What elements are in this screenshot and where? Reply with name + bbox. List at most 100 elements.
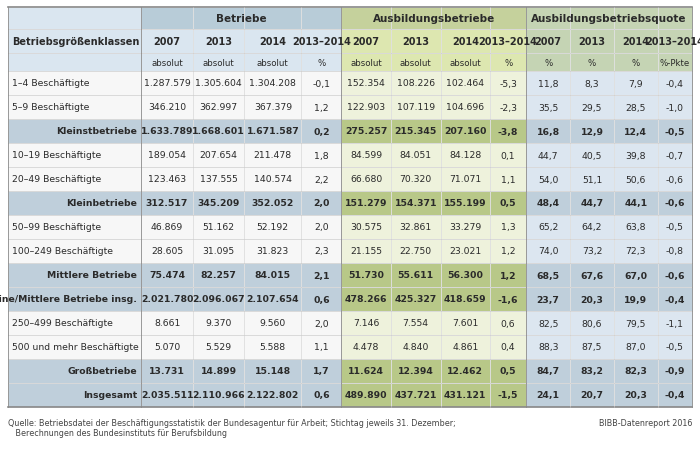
Text: 75.474: 75.474 <box>149 271 186 280</box>
Text: 1,3: 1,3 <box>500 223 515 232</box>
Bar <box>8 120 141 144</box>
Bar <box>440 383 490 407</box>
Text: 1,8: 1,8 <box>314 151 329 160</box>
Bar <box>342 359 391 383</box>
Text: 1.287.579: 1.287.579 <box>144 79 190 88</box>
Bar <box>490 96 526 120</box>
Bar <box>244 120 302 144</box>
Bar <box>302 120 342 144</box>
Text: 1,1: 1,1 <box>500 175 515 184</box>
Text: 20,3: 20,3 <box>624 391 648 400</box>
Bar <box>490 287 526 311</box>
Bar <box>244 311 302 335</box>
Bar <box>526 287 570 311</box>
Text: 0,1: 0,1 <box>500 151 515 160</box>
Text: 29,5: 29,5 <box>582 103 602 112</box>
Bar <box>8 168 141 191</box>
Bar <box>342 240 391 263</box>
Bar <box>490 30 526 54</box>
Text: 140.574: 140.574 <box>254 175 292 184</box>
Bar <box>570 30 614 54</box>
Text: %-Pkte: %-Pkte <box>659 58 690 67</box>
Bar <box>193 120 244 144</box>
Bar <box>244 240 302 263</box>
Bar <box>193 383 244 407</box>
Bar <box>391 335 440 359</box>
Text: Kleinbetriebe: Kleinbetriebe <box>66 199 137 208</box>
Text: -0,6: -0,6 <box>664 271 685 280</box>
Text: %: % <box>504 58 512 67</box>
Bar <box>193 263 244 287</box>
Text: 51.730: 51.730 <box>348 271 384 280</box>
Text: %: % <box>631 58 640 67</box>
Bar <box>570 287 614 311</box>
Text: 489.890: 489.890 <box>345 391 388 400</box>
Bar <box>141 191 192 216</box>
Text: 2013–2014: 2013–2014 <box>479 37 538 47</box>
Text: 44,1: 44,1 <box>624 199 648 208</box>
Text: 108.226: 108.226 <box>397 79 435 88</box>
Text: 79,5: 79,5 <box>626 319 646 328</box>
Text: 2,1: 2,1 <box>313 271 330 280</box>
Text: -3,8: -3,8 <box>498 127 518 136</box>
Text: 40,5: 40,5 <box>582 151 602 160</box>
Bar <box>193 240 244 263</box>
Text: 211.478: 211.478 <box>254 151 292 160</box>
Text: 2.110.966: 2.110.966 <box>193 391 245 400</box>
Bar <box>8 335 141 359</box>
Text: 82,3: 82,3 <box>624 367 648 375</box>
Bar <box>526 72 570 96</box>
Text: 2013–2014: 2013–2014 <box>645 37 700 47</box>
Text: 14.899: 14.899 <box>200 367 237 375</box>
Bar <box>391 383 440 407</box>
Bar <box>658 72 692 96</box>
Bar <box>658 311 692 335</box>
Bar <box>391 8 440 30</box>
Bar <box>440 287 490 311</box>
Text: 15.148: 15.148 <box>255 367 291 375</box>
Text: 2,0: 2,0 <box>313 199 330 208</box>
Bar <box>302 216 342 240</box>
Bar <box>658 383 692 407</box>
Text: -0,7: -0,7 <box>666 151 684 160</box>
Text: 2,2: 2,2 <box>314 175 329 184</box>
Text: 0,6: 0,6 <box>313 391 330 400</box>
Text: 9.370: 9.370 <box>205 319 232 328</box>
Bar <box>244 8 302 30</box>
Bar <box>342 216 391 240</box>
Bar <box>342 191 391 216</box>
Bar <box>8 30 141 54</box>
Text: 7.554: 7.554 <box>402 319 429 328</box>
Text: 71.071: 71.071 <box>449 175 482 184</box>
Text: 12.462: 12.462 <box>447 367 483 375</box>
Text: 2014: 2014 <box>259 37 286 47</box>
Bar <box>302 30 342 54</box>
Bar <box>614 311 658 335</box>
Bar <box>141 96 192 120</box>
Text: 7,9: 7,9 <box>629 79 643 88</box>
Text: 151.279: 151.279 <box>345 199 387 208</box>
Bar <box>658 30 692 54</box>
Text: 68,5: 68,5 <box>537 271 560 280</box>
Text: 155.199: 155.199 <box>444 199 486 208</box>
Text: Ausbildungsbetriebe: Ausbildungsbetriebe <box>372 14 495 24</box>
Text: 431.121: 431.121 <box>444 391 486 400</box>
Bar <box>244 216 302 240</box>
Bar <box>244 30 302 54</box>
Text: 2,0: 2,0 <box>314 319 329 328</box>
Bar <box>342 96 391 120</box>
Text: 0,4: 0,4 <box>500 343 515 352</box>
Text: 20,7: 20,7 <box>580 391 603 400</box>
Bar <box>244 335 302 359</box>
Text: 50,6: 50,6 <box>626 175 646 184</box>
Bar <box>302 8 342 30</box>
Bar <box>193 144 244 168</box>
Text: 87,0: 87,0 <box>626 343 646 352</box>
Text: 84.128: 84.128 <box>449 151 482 160</box>
Bar <box>490 240 526 263</box>
Text: 2013: 2013 <box>205 37 232 47</box>
Bar <box>658 96 692 120</box>
Bar <box>391 191 440 216</box>
Text: 0,2: 0,2 <box>313 127 330 136</box>
Text: 2.096.067: 2.096.067 <box>193 295 245 304</box>
